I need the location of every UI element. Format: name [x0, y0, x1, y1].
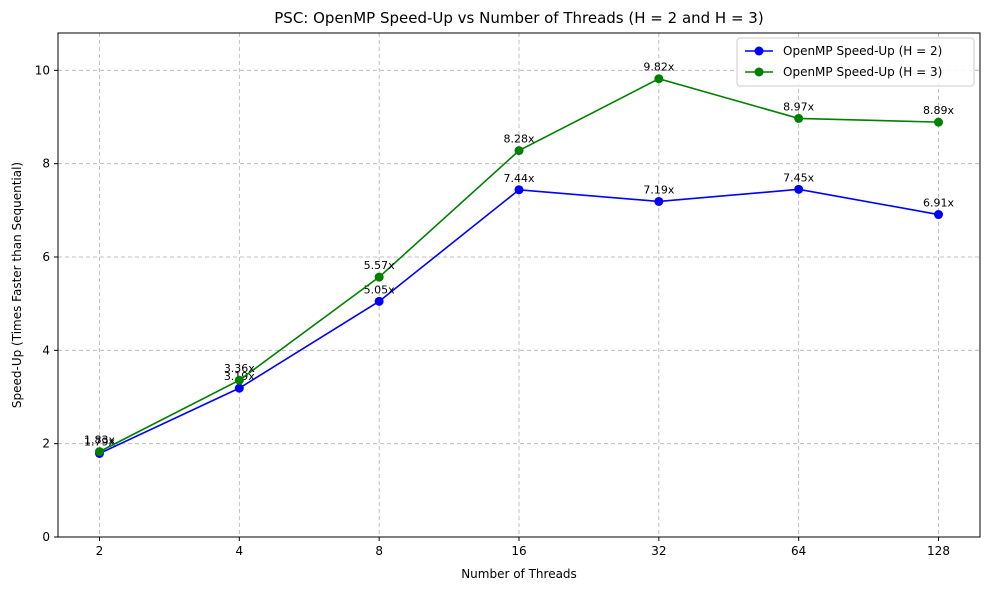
x-tick-label: 4: [236, 544, 244, 558]
data-label: 5.57x: [364, 259, 395, 272]
data-label: 9.82x: [643, 61, 674, 74]
data-point: [514, 185, 524, 195]
x-tick-label: 64: [791, 544, 806, 558]
x-tick-label: 2: [96, 544, 104, 558]
y-tick-label: 10: [35, 63, 50, 77]
data-label: 7.19x: [643, 183, 674, 196]
y-tick-label: 2: [42, 437, 50, 451]
legend-label: OpenMP Speed-Up (H = 3): [783, 65, 942, 79]
data-point: [934, 117, 944, 127]
chart-title: PSC: OpenMP Speed-Up vs Number of Thread…: [274, 9, 763, 27]
data-point: [234, 375, 244, 385]
data-label: 3.36x: [224, 362, 255, 375]
series-layer: 1.79x3.19x5.05x7.44x7.19x7.45x6.91x1.83x…: [84, 61, 954, 458]
y-axis-label: Speed-Up (Times Faster than Sequential): [10, 162, 24, 408]
data-point: [94, 447, 104, 457]
data-point: [654, 196, 664, 206]
y-tick-label: 8: [42, 157, 50, 171]
axes: 2 4 8 16 32 64 128 0 2 4 6 8 10: [35, 63, 950, 558]
data-label: 6.91x: [923, 197, 954, 210]
data-label: 8.28x: [503, 133, 534, 146]
data-point: [374, 296, 384, 306]
y-tick-label: 6: [42, 250, 50, 264]
x-tick-label: 32: [651, 544, 666, 558]
legend-box: [736, 37, 975, 87]
legend-label: OpenMP Speed-Up (H = 2): [783, 44, 942, 58]
data-label: 7.45x: [783, 171, 814, 184]
x-tick-label: 128: [927, 544, 950, 558]
data-label: 8.97x: [783, 100, 814, 113]
data-label: 7.44x: [503, 172, 534, 185]
y-tick-label: 4: [42, 343, 50, 357]
legend-marker: [754, 46, 764, 56]
x-tick-label: 8: [375, 544, 383, 558]
x-tick-label: 16: [511, 544, 526, 558]
data-point: [794, 184, 804, 194]
data-label: 1.83x: [84, 434, 115, 447]
data-point: [654, 74, 664, 84]
data-point: [514, 146, 524, 156]
data-point: [374, 272, 384, 282]
data-label: 8.89x: [923, 104, 954, 117]
legend: OpenMP Speed-Up (H = 2) OpenMP Speed-Up (…: [736, 37, 975, 87]
data-label: 1.79x: [84, 435, 115, 448]
data-point: [234, 383, 244, 393]
x-axis-label: Number of Threads: [461, 567, 577, 581]
data-point: [794, 113, 804, 123]
y-tick-label: 0: [42, 530, 50, 544]
data-point: [934, 210, 944, 220]
legend-marker: [754, 67, 764, 77]
data-label: 5.05x: [364, 283, 395, 296]
